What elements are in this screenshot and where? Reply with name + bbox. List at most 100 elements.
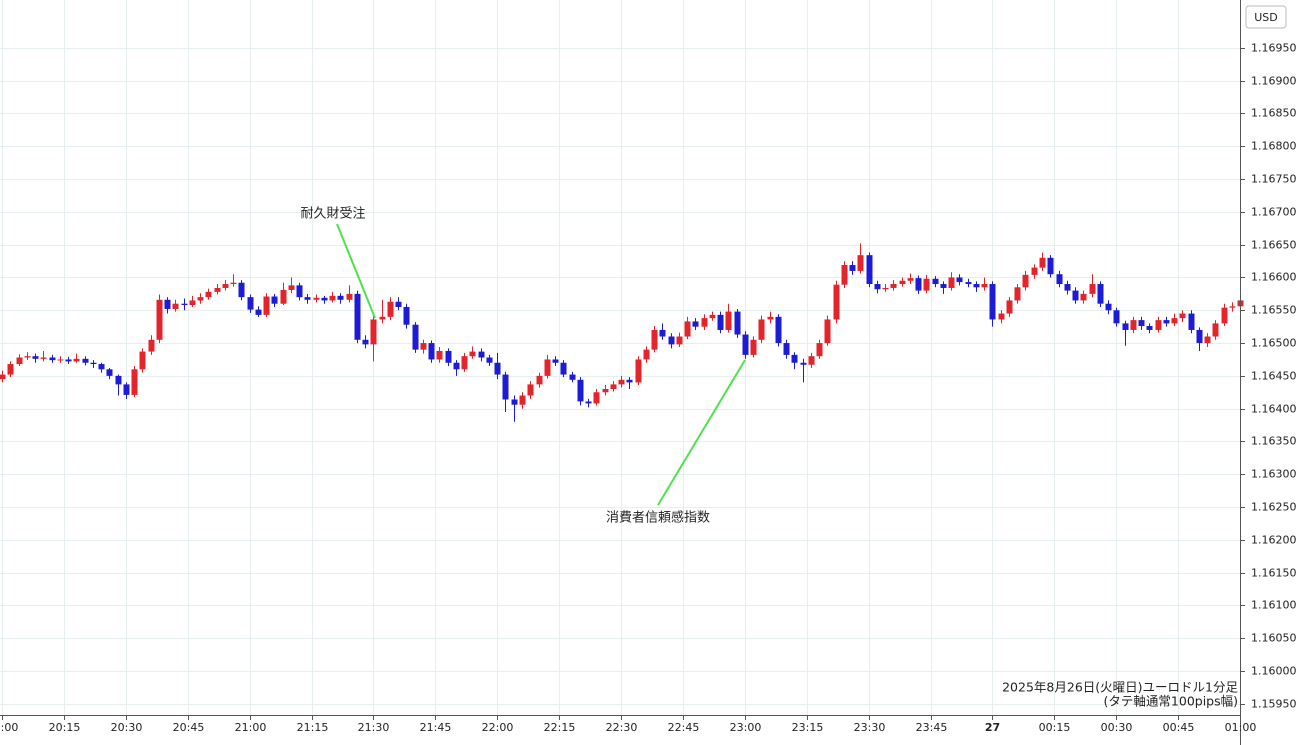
y-tick-label: 1.16400	[1251, 403, 1297, 416]
x-tick-label: 01:00	[1225, 721, 1257, 734]
candle-body	[857, 255, 864, 271]
x-tick-label: 23:00	[730, 721, 762, 734]
y-tick-label: 1.16150	[1251, 567, 1297, 580]
candle-body	[1122, 323, 1129, 330]
x-tick-label: 22:15	[544, 721, 576, 734]
annotation-line	[657, 359, 746, 506]
candle-body	[387, 301, 394, 317]
candle-body	[98, 364, 105, 370]
x-tick-label: 21:15	[297, 721, 329, 734]
candle-body	[1105, 303, 1112, 311]
candle-body	[643, 349, 650, 360]
x-tick-label: 23:30	[854, 721, 886, 734]
annotation-text: 耐久財受注	[300, 207, 365, 222]
candle-body	[1014, 287, 1021, 301]
x-tick-label: 20:45	[173, 721, 205, 734]
x-tick-label: 22:30	[606, 721, 638, 734]
candle-body	[1064, 284, 1071, 291]
y-tick-label: 1.16950	[1251, 42, 1297, 55]
candle-body	[115, 375, 122, 385]
candle-body	[1080, 293, 1087, 301]
candle-body	[585, 401, 592, 404]
x-tick-label: 21:45	[420, 721, 452, 734]
candle-body	[536, 375, 543, 385]
candle-body	[791, 354, 798, 363]
x-tick-label: 20:30	[111, 721, 143, 734]
y-tick-label: 1.16200	[1251, 534, 1297, 547]
candle-body	[453, 362, 460, 370]
candle-body	[1130, 320, 1137, 330]
candle-body	[412, 324, 419, 350]
candle-body	[1204, 336, 1211, 344]
y-tick-label: 1.16600	[1251, 271, 1297, 284]
candle-body	[1006, 300, 1013, 314]
candle-body	[1047, 257, 1054, 275]
y-tick-label: 1.15950	[1251, 698, 1297, 711]
candle-body	[841, 265, 848, 285]
candle-body	[709, 314, 716, 319]
candle-body	[362, 339, 369, 345]
candle-body	[965, 282, 972, 285]
candle-body	[758, 319, 765, 340]
candle-body	[478, 351, 485, 358]
candle-body	[445, 350, 452, 363]
candle-body	[742, 334, 749, 355]
candle-body	[164, 299, 171, 309]
candle-body	[940, 284, 947, 288]
candle-body	[1039, 257, 1046, 268]
candle-body	[866, 255, 873, 285]
candle-body	[288, 285, 295, 290]
candle-body	[123, 384, 130, 395]
candle-body	[321, 297, 328, 301]
candle-body	[824, 319, 831, 344]
candle-body	[7, 364, 14, 375]
candle-body	[833, 284, 840, 320]
candle-body	[1072, 290, 1079, 301]
candle-body	[304, 297, 311, 300]
candle-body	[577, 379, 584, 402]
candle-body	[486, 357, 493, 363]
candle-body	[915, 278, 922, 291]
candle-body	[948, 277, 955, 288]
candle-body	[65, 359, 72, 362]
candle-body	[989, 284, 996, 320]
grid	[0, 0, 1241, 715]
x-tick-label: 22:00	[482, 721, 514, 734]
candle-body	[767, 316, 774, 320]
candle-body	[816, 343, 823, 357]
candle-body	[1089, 284, 1096, 294]
y-tick-label: 1.16500	[1251, 337, 1297, 350]
candle-body	[73, 358, 80, 362]
candle-body	[32, 356, 39, 359]
candle-body	[1056, 274, 1063, 285]
candle-body	[106, 369, 113, 376]
currency-label: USD	[1254, 11, 1278, 24]
candle-body	[569, 374, 576, 380]
candle-body	[610, 384, 617, 389]
candle-body	[139, 351, 146, 370]
y-tick-label: 1.16550	[1251, 304, 1297, 317]
candle-body	[189, 300, 196, 306]
candle-body	[49, 357, 56, 361]
candle-body	[1138, 320, 1145, 327]
candle-body	[800, 362, 807, 365]
candle-body	[1221, 307, 1228, 324]
candle-body	[1031, 267, 1038, 275]
x-tick-label: 20:15	[49, 721, 81, 734]
candle-body	[651, 329, 658, 350]
candle-body	[907, 278, 914, 281]
candle-body	[956, 277, 963, 283]
candle-body	[519, 395, 526, 405]
candle-body	[684, 321, 691, 337]
candles	[0, 243, 1244, 422]
candle-body	[428, 343, 435, 360]
candle-body	[923, 278, 930, 291]
candle-body	[882, 287, 889, 290]
y-tick-label: 1.16050	[1251, 632, 1297, 645]
candle-body	[395, 301, 402, 307]
candle-body	[717, 314, 724, 330]
candle-body	[296, 285, 303, 298]
candle-body	[16, 357, 23, 365]
